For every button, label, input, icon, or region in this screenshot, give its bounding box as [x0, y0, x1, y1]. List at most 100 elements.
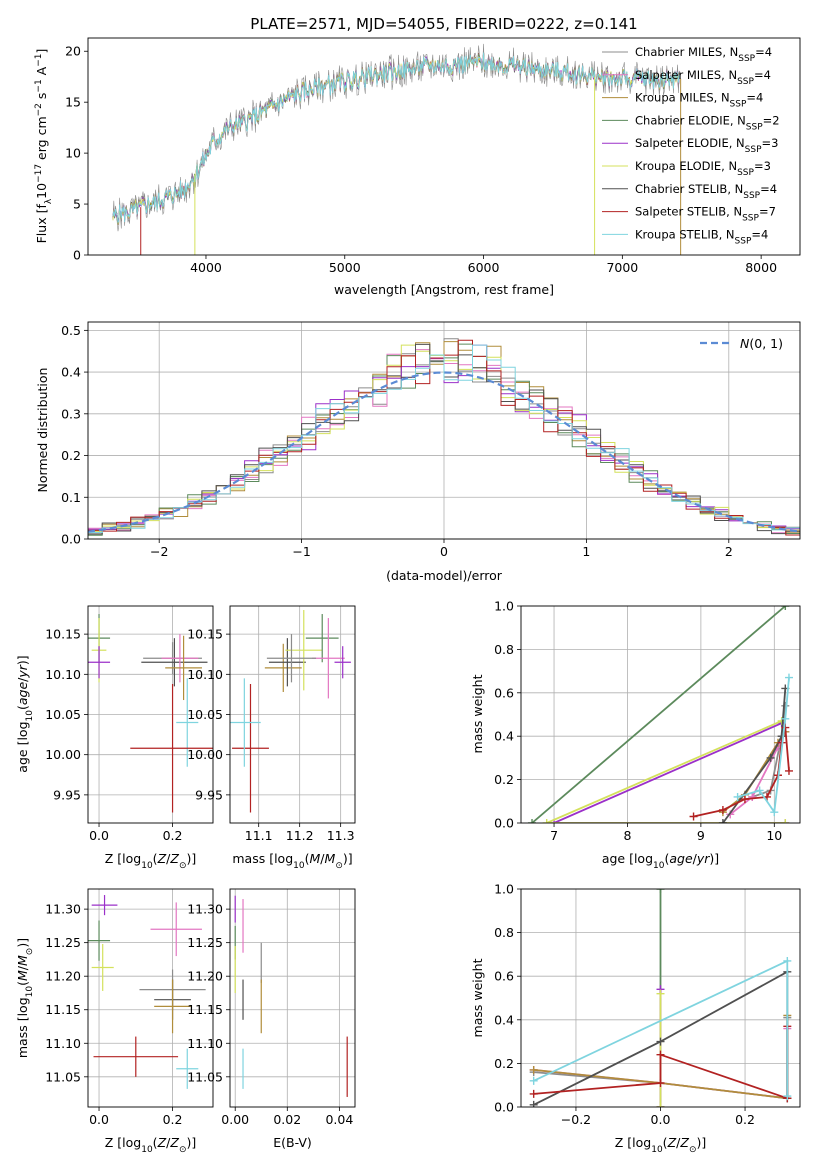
panel-weight-vs-z: −0.2 0.0 0.20.00.20.40.60.81.0Z [log10(Z/Z…: [470, 882, 801, 1155]
weight-marker: [529, 1076, 538, 1085]
weight-marker: [718, 819, 727, 823]
text-span: SSP: [730, 100, 747, 110]
x-axis-label: Z [log10(Z/Z⊙)]: [105, 1135, 197, 1155]
axes-frame: [229, 888, 356, 1108]
x-tick-label: 0.0: [651, 1112, 671, 1127]
weight-line: [546, 720, 786, 823]
x-axis-label: age [log10(age/yr)]: [602, 851, 719, 871]
weight-marker: [755, 786, 764, 795]
y-tick-label: 0.2: [494, 1056, 514, 1071]
text-span: ⊙: [689, 1145, 697, 1155]
text-span: SSP: [742, 214, 759, 224]
figure-title: PLATE=2571, MJD=54055, FIBERID=0222, z=0…: [250, 15, 637, 33]
text-span: mass [log: [232, 851, 293, 866]
y-tick-label: 0: [73, 248, 81, 263]
weight-marker: [656, 1103, 665, 1107]
text-span: −1: [34, 54, 44, 67]
y-tick-label: 0.0: [494, 816, 514, 831]
text-span: Kroupa STELIB, N: [635, 227, 735, 241]
text-span: SSP: [737, 168, 754, 178]
x-tick-label: 0.0: [89, 1112, 109, 1127]
text-span: age [log: [15, 721, 30, 772]
y-tick-label: 11.20: [45, 969, 81, 984]
text-span: age: [15, 682, 30, 706]
text-span: A: [34, 66, 49, 79]
weight-marker: [656, 989, 665, 998]
text-span: Z: [667, 1135, 677, 1150]
weight-marker: [529, 1100, 538, 1107]
text-span: Salpeter STELIB, N: [635, 205, 742, 219]
y-tick-label: 0.4: [61, 365, 81, 380]
axes-frame: [520, 605, 801, 824]
text-span: Flux [f: [34, 204, 49, 244]
weight-marker: [656, 889, 665, 893]
y-tick-label: 11.10: [45, 1036, 81, 1051]
y-axis-label: Flux [fλ10−17 erg cm−2 s−1 A−1]: [34, 49, 54, 244]
y-tick-label: 0.6: [494, 685, 514, 700]
x-tick-label: 8: [623, 828, 631, 843]
text-span: N: [740, 336, 750, 351]
y-tick-label: 0.2: [494, 772, 514, 787]
x-tick-label: 8000: [745, 260, 777, 275]
weight-marker: [783, 956, 792, 965]
text-span: =3: [762, 136, 779, 150]
x-tick-label: 0.2: [163, 828, 183, 843]
text-span: /: [166, 1135, 171, 1150]
text-span: (: [15, 981, 30, 986]
text-span: (: [305, 851, 310, 866]
text-span: 10: [293, 861, 305, 871]
text-span: )]: [15, 655, 30, 665]
y-tick-label: 0.5: [61, 323, 81, 338]
weight-marker: [770, 808, 779, 817]
weight-marker: [781, 714, 790, 723]
y-tick-label: 0.1: [61, 490, 81, 505]
text-span: )]: [186, 851, 196, 866]
y-axis-label: age [log10(age/yr)]: [15, 655, 35, 772]
text-span: =2: [763, 113, 780, 127]
x-tick-label: −2: [150, 544, 168, 559]
text-span: yr: [15, 664, 30, 678]
legend-entry: Kroupa ELODIE, NSSP=3: [635, 159, 771, 178]
text-span: ⊙: [179, 861, 187, 871]
panel-residuals: −2 −1 0 1 2 0.0 0.1 0.2 0.3 0.4 0.5 N(0, 1) (data-mo…: [35, 321, 801, 583]
text-span: =4: [755, 45, 772, 59]
axes-frame: [87, 888, 214, 1108]
text-span: =4: [751, 227, 768, 241]
x-tick-label: 1: [582, 544, 590, 559]
y-tick-label: 11.30: [187, 902, 223, 917]
legend-entry: N(0, 1): [740, 336, 783, 351]
x-tick-label: 0.0: [89, 828, 109, 843]
weight-marker: [689, 812, 698, 821]
legend-entry: Chabrier STELIB, NSSP=4: [635, 182, 777, 201]
y-axis-label: Normed distribution: [35, 368, 50, 493]
x-tick-label: 0.00: [221, 1112, 249, 1127]
y-tick-label: 10: [65, 146, 81, 161]
y-tick-label: 20: [65, 44, 81, 59]
y-tick-label: 10.05: [187, 707, 223, 722]
text-span: λ: [44, 198, 54, 204]
text-span: ⊙: [25, 948, 35, 956]
y-tick-label: 11.20: [187, 969, 223, 984]
text-span: /: [166, 851, 171, 866]
text-span: ⊙: [179, 1145, 187, 1155]
weight-marker: [783, 1092, 792, 1101]
text-span: E(B-V): [273, 1135, 312, 1150]
text-span: Chabrier MILES, N: [635, 45, 738, 59]
y-tick-label: 10.15: [45, 627, 81, 642]
text-span: 10: [651, 1145, 663, 1155]
plot-area: [88, 895, 206, 1089]
weight-line: [553, 722, 786, 823]
weight-marker: [542, 819, 551, 823]
weight-marker: [784, 673, 793, 682]
text-span: yr: [696, 851, 710, 866]
legend-entry: Kroupa MILES, NSSP=4: [635, 91, 763, 110]
text-span: 10: [25, 986, 35, 998]
text-span: Salpeter ELODIE, N: [635, 136, 745, 150]
legend-entry: Salpeter MILES, NSSP=4: [635, 68, 771, 87]
text-span: age: [669, 851, 693, 866]
y-tick-label: 11.15: [187, 1002, 223, 1017]
text-span: /: [693, 851, 698, 866]
y-tick-label: 10.10: [45, 667, 81, 682]
